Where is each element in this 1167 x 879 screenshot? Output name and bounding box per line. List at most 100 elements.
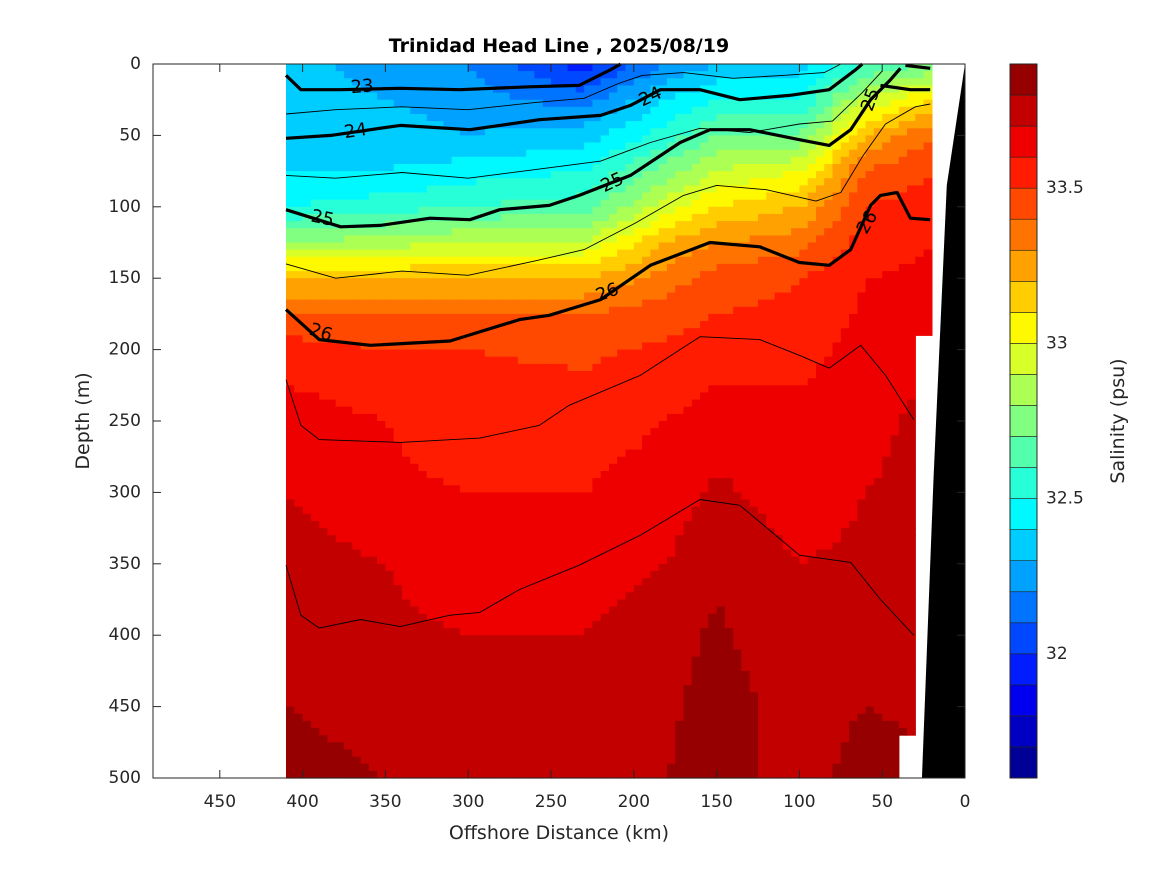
salinity-cell — [484, 178, 494, 186]
salinity-cell — [526, 263, 536, 272]
salinity-cell — [658, 599, 668, 608]
salinity-cell — [327, 228, 337, 236]
salinity-cell — [526, 449, 536, 458]
salinity-cell — [385, 442, 395, 451]
salinity-cell — [501, 356, 511, 365]
salinity-cell — [302, 449, 312, 458]
salinity-cell — [294, 642, 304, 650]
salinity-cell — [517, 256, 527, 265]
salinity-cell — [294, 242, 304, 251]
salinity-cell — [617, 599, 627, 608]
salinity-cell — [658, 542, 668, 551]
salinity-cell — [368, 549, 378, 558]
salinity-cell — [352, 242, 362, 251]
salinity-cell — [526, 763, 536, 772]
salinity-cell — [666, 342, 676, 351]
salinity-cell — [393, 663, 403, 672]
salinity-cell — [468, 499, 478, 508]
salinity-cell — [509, 306, 519, 315]
salinity-cell — [352, 271, 362, 279]
salinity-cell — [567, 435, 577, 443]
salinity-cell — [468, 378, 478, 386]
salinity-cell — [435, 278, 444, 286]
salinity-cell — [286, 221, 295, 229]
salinity-cell — [310, 299, 320, 308]
salinity-cell — [435, 670, 444, 679]
salinity-cell — [310, 342, 320, 351]
salinity-cell — [526, 413, 536, 422]
salinity-cell — [600, 385, 610, 393]
salinity-cell — [592, 106, 602, 115]
salinity-cell — [658, 378, 668, 386]
salinity-cell — [501, 635, 511, 643]
salinity-cell — [310, 428, 320, 436]
salinity-cell — [368, 471, 378, 479]
salinity-cell — [683, 549, 693, 558]
salinity-cell — [534, 249, 544, 258]
salinity-cell — [352, 770, 362, 779]
salinity-cell — [451, 385, 461, 393]
salinity-cell — [691, 306, 701, 315]
salinity-cell — [468, 285, 478, 293]
salinity-cell — [294, 656, 304, 665]
salinity-cell — [286, 149, 295, 158]
salinity-cell — [584, 106, 593, 115]
salinity-cell — [493, 563, 502, 572]
salinity-cell — [476, 435, 486, 443]
salinity-cell — [691, 456, 701, 465]
salinity-cell — [517, 570, 527, 579]
salinity-cell — [675, 449, 685, 458]
salinity-cell — [459, 306, 469, 315]
salinity-cell — [443, 156, 453, 165]
salinity-cell — [360, 542, 370, 551]
salinity-cell — [675, 299, 685, 308]
salinity-cell — [592, 371, 602, 379]
salinity-cell — [360, 428, 370, 436]
salinity-cell — [368, 406, 378, 415]
salinity-cell — [385, 456, 395, 465]
salinity-cell — [435, 114, 444, 122]
salinity-cell — [517, 121, 527, 129]
salinity-cell — [352, 513, 362, 522]
salinity-cell — [517, 249, 527, 258]
salinity-cell — [559, 78, 569, 86]
salinity-cell — [451, 121, 461, 129]
salinity-cell — [625, 742, 635, 750]
salinity-cell — [650, 570, 660, 579]
salinity-cell — [584, 249, 593, 258]
salinity-cell — [344, 699, 353, 708]
salinity-cell — [393, 299, 403, 308]
salinity-cell — [352, 142, 362, 151]
salinity-cell — [335, 235, 345, 244]
salinity-cell — [617, 678, 627, 686]
salinity-cell — [691, 178, 701, 186]
salinity-cell — [691, 78, 701, 86]
salinity-cell — [592, 685, 602, 693]
salinity-cell — [468, 121, 478, 129]
salinity-cell — [410, 628, 420, 636]
salinity-cell — [559, 285, 569, 293]
salinity-cell — [584, 256, 593, 265]
salinity-cell — [517, 649, 527, 658]
salinity-cell — [393, 342, 403, 351]
salinity-cell — [509, 421, 519, 429]
salinity-cell — [493, 149, 502, 158]
salinity-cell — [459, 642, 469, 650]
salinity-cell — [551, 463, 560, 472]
salinity-cell — [310, 235, 320, 244]
salinity-cell — [575, 656, 585, 665]
salinity-cell — [534, 563, 544, 572]
salinity-cell — [294, 421, 304, 429]
salinity-cell — [691, 328, 701, 336]
salinity-cell — [484, 521, 494, 529]
salinity-cell — [468, 271, 478, 279]
salinity-cell — [377, 499, 386, 508]
salinity-cell — [418, 192, 428, 201]
salinity-cell — [402, 563, 411, 572]
salinity-cell — [633, 142, 643, 151]
salinity-cell — [658, 278, 668, 286]
salinity-cell — [344, 756, 353, 765]
salinity-cell — [327, 542, 337, 551]
salinity-cell — [509, 313, 519, 322]
salinity-cell — [294, 535, 304, 543]
